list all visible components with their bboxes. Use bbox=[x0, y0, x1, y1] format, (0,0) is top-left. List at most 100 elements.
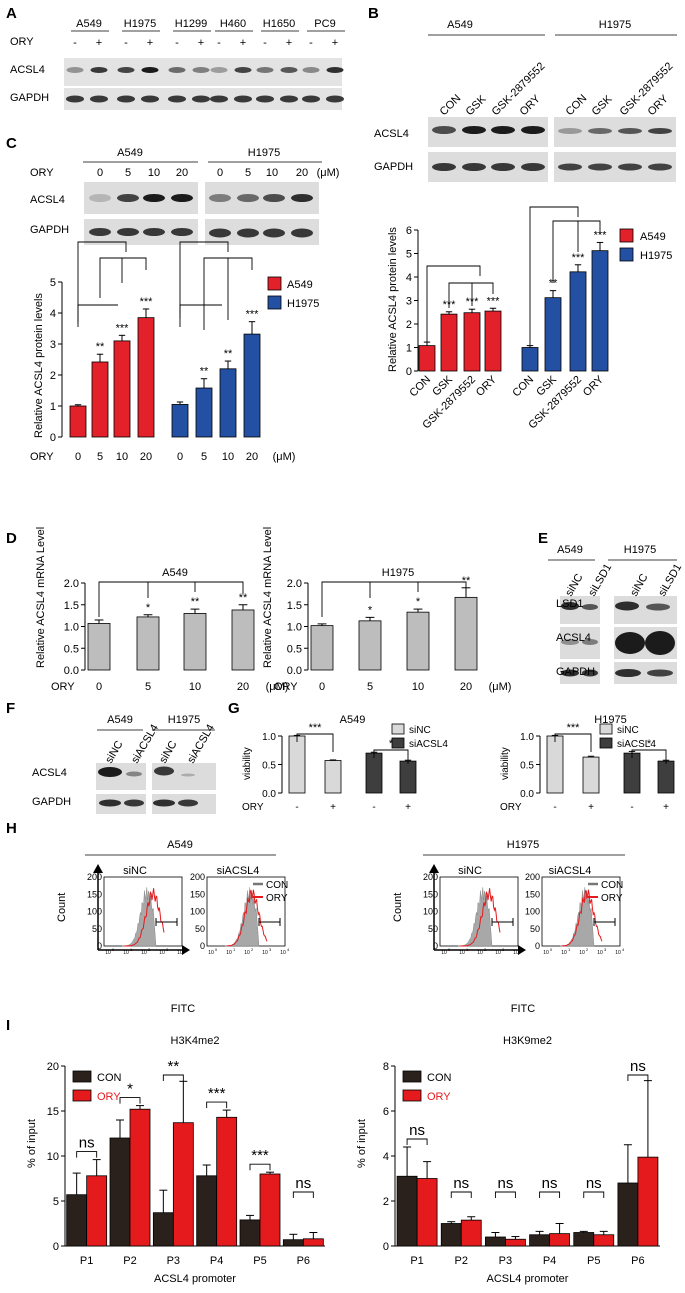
row-label: GAPDH bbox=[556, 666, 595, 678]
y-tick-label: 100 bbox=[423, 907, 438, 917]
blot-band bbox=[302, 95, 320, 103]
blot-band bbox=[117, 95, 135, 103]
x-tick-label: - bbox=[553, 802, 556, 813]
histogram-ory bbox=[226, 889, 268, 947]
y-axis-label: % of input bbox=[356, 1119, 368, 1168]
row-label: ACSL4 bbox=[30, 194, 65, 206]
blot-band bbox=[561, 639, 579, 645]
y-axis-label: viability bbox=[500, 747, 511, 780]
blot-band bbox=[141, 67, 159, 73]
blot-band bbox=[171, 228, 193, 236]
panel-letter-I: I bbox=[6, 1017, 10, 1034]
blot-band bbox=[491, 163, 515, 171]
group-label: A549 bbox=[117, 147, 143, 159]
y-tick-label: 0 bbox=[53, 1241, 59, 1253]
bar-H1975 bbox=[521, 347, 539, 372]
bar bbox=[136, 616, 160, 671]
bracket bbox=[631, 749, 667, 764]
chart-title: H3K9me2 bbox=[503, 1035, 552, 1047]
bar-CON bbox=[196, 1175, 218, 1247]
legend-label: ORY bbox=[97, 1091, 121, 1103]
x-tick-label: 10 bbox=[116, 451, 128, 463]
group-label: A549 bbox=[447, 19, 473, 31]
bar-ORY bbox=[86, 1175, 108, 1247]
row-label: GAPDH bbox=[10, 92, 49, 104]
spacer bbox=[601, 628, 603, 630]
blot-background bbox=[560, 662, 600, 684]
blot-band bbox=[168, 95, 186, 103]
row-label: GAPDH bbox=[30, 224, 69, 236]
blot-band bbox=[462, 163, 486, 171]
blot-band bbox=[154, 766, 174, 776]
blot-band bbox=[171, 194, 193, 202]
significance-label: ns bbox=[497, 1175, 513, 1192]
blot-band bbox=[582, 669, 598, 677]
bar-H1975 bbox=[243, 333, 261, 438]
blot-band bbox=[153, 799, 175, 807]
legend-swatch-A549 bbox=[619, 228, 634, 243]
bracket bbox=[627, 1074, 649, 1081]
bracket bbox=[539, 1191, 561, 1198]
blot-band bbox=[117, 67, 135, 73]
blot-band bbox=[521, 163, 545, 171]
sub-label: siACSL4 bbox=[217, 865, 260, 877]
bar-CON bbox=[109, 1137, 131, 1247]
lane-label: siLSD1 bbox=[656, 562, 684, 599]
blot-band bbox=[326, 95, 344, 103]
y-axis-label: Count bbox=[56, 893, 68, 922]
bar-H1975 bbox=[195, 387, 213, 438]
y-tick-label: 0.0 bbox=[287, 665, 302, 677]
y-tick-label: 2 bbox=[406, 319, 412, 331]
y-tick-label: 2.0 bbox=[287, 578, 302, 590]
y-tick-label: 5 bbox=[53, 1196, 59, 1208]
lane-label: GSK bbox=[590, 93, 615, 118]
blot-band bbox=[615, 669, 641, 677]
x-tick-exp: 2 bbox=[586, 947, 589, 952]
bar-CON bbox=[529, 1234, 550, 1247]
significance-label: *** bbox=[487, 295, 501, 307]
histogram-con bbox=[121, 887, 157, 947]
significance-label: *** bbox=[246, 309, 260, 321]
group-label: H1975 bbox=[624, 544, 656, 556]
cell-line-label: H1299 bbox=[175, 18, 207, 30]
blot-band bbox=[646, 603, 670, 611]
blot-band bbox=[98, 767, 122, 777]
bracket bbox=[292, 1191, 314, 1198]
plus-sign: + bbox=[96, 37, 102, 49]
significance-label: ** bbox=[167, 1058, 179, 1075]
plus-sign: + bbox=[240, 37, 246, 49]
legend-label: siNC bbox=[409, 725, 431, 736]
x-tick-label: P1 bbox=[410, 1255, 423, 1267]
y-tick-label: 1.5 bbox=[287, 600, 302, 612]
bracket bbox=[529, 206, 579, 345]
blot-band bbox=[432, 163, 456, 171]
bar-CON bbox=[440, 1223, 462, 1247]
bracket bbox=[552, 220, 601, 283]
y-tick-label: 0.0 bbox=[64, 665, 79, 677]
x-axis-label: ORY bbox=[30, 451, 54, 463]
blot-band bbox=[558, 163, 582, 171]
legend-swatch-siNC bbox=[599, 723, 613, 735]
plus-sign: + bbox=[198, 37, 204, 49]
significance-label: * bbox=[368, 604, 373, 616]
y-tick-label: 1.0 bbox=[64, 622, 79, 634]
blot-band bbox=[291, 194, 313, 202]
x-tick-label: 10 bbox=[123, 950, 129, 956]
bar-CON bbox=[573, 1232, 595, 1247]
bar bbox=[288, 735, 306, 794]
histogram-ory bbox=[124, 888, 165, 947]
x-tick-exp: 0 bbox=[448, 947, 451, 952]
significance-label: *** bbox=[309, 722, 323, 734]
blot-band bbox=[291, 228, 313, 238]
y-tick-label: 5 bbox=[406, 249, 412, 261]
y-tick-label: 0.0 bbox=[520, 789, 534, 800]
y-tick-label: 1.0 bbox=[287, 622, 302, 634]
x-tick-label: 5 bbox=[97, 451, 103, 463]
legend-label: ORY bbox=[427, 1091, 451, 1103]
y-tick-label: 1 bbox=[50, 401, 56, 413]
panel-letter-B: B bbox=[368, 5, 379, 22]
bracket bbox=[119, 1097, 141, 1104]
y-tick-label: 1.0 bbox=[262, 732, 276, 743]
significance-label: * bbox=[416, 596, 421, 608]
blot-band bbox=[66, 95, 84, 103]
